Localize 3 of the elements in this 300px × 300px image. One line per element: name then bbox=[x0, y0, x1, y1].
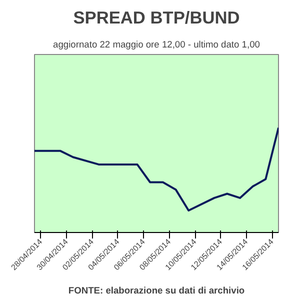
chart-title: SPREAD BTP/BUND bbox=[73, 8, 240, 28]
source-note: FONTE: elaborazione su dati di archivio bbox=[68, 286, 245, 296]
chart-subtitle: aggiornato 22 maggio ore 12,00 - ultimo dato 1,00 bbox=[53, 40, 260, 50]
